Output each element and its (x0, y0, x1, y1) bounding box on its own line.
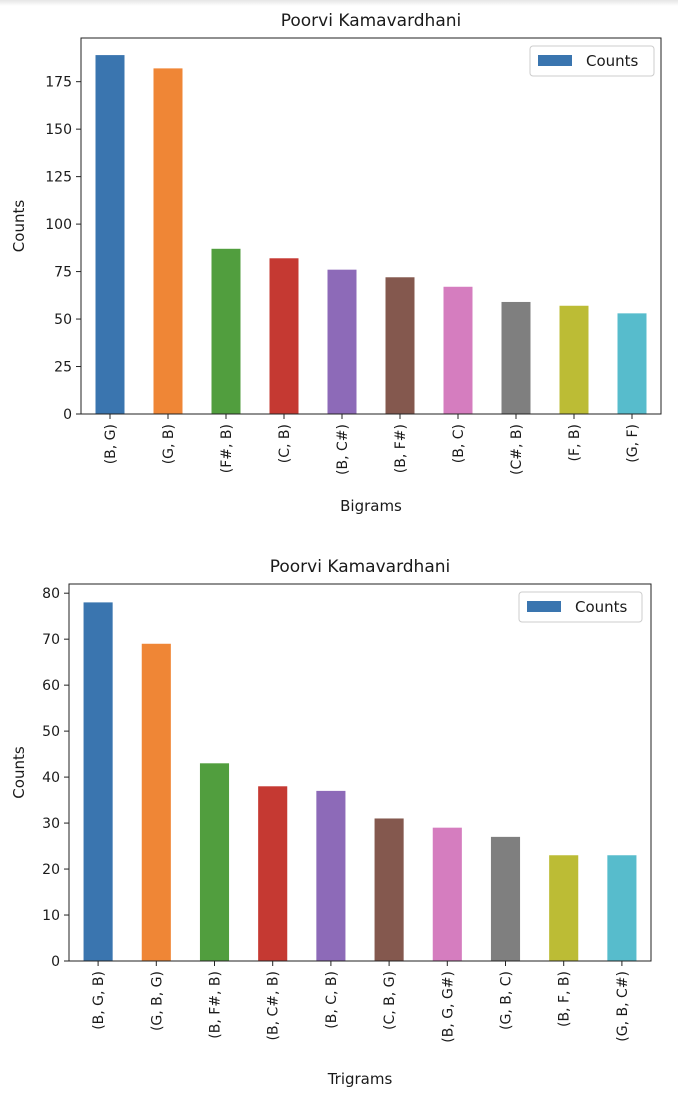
x-tick-label: (F, B) (567, 424, 583, 461)
legend: Counts (529, 45, 655, 77)
legend-label: Counts (575, 598, 628, 616)
bar-10 (617, 313, 647, 414)
y-tick-label: 50 (54, 312, 72, 328)
y-tick-label: 0 (63, 407, 72, 423)
y-tick-label: 70 (42, 632, 60, 648)
x-axis-label: Bigrams (340, 497, 402, 515)
y-tick-label: 50 (42, 724, 60, 740)
x-tick-label: (B, C) (451, 424, 467, 463)
chart-2: Poorvi Kamavardhani 0 10 20 30 40 50 60 70 80 (B, … (10, 557, 652, 1088)
x-tick-label: (B, G) (103, 424, 119, 464)
y-axis-label: Counts (10, 746, 28, 799)
y-tick-label: 75 (54, 265, 72, 281)
x-tick-label: (C#, B) (509, 424, 525, 475)
x-tick-label: (G, B, C) (499, 971, 515, 1030)
bar-4 (258, 786, 288, 961)
bar-3 (211, 248, 241, 414)
bar-7 (432, 827, 462, 961)
x-tick-label: (B, F#) (393, 424, 409, 473)
plot-frame (68, 583, 652, 962)
legend: Counts (518, 591, 643, 623)
chart-title: Poorvi Kamavardhani (281, 11, 462, 31)
bar-2 (153, 68, 183, 414)
x-axis-label: Trigrams (327, 1070, 393, 1088)
y-tick-label: 20 (42, 862, 60, 878)
bar-8 (501, 301, 531, 414)
y-tick-label: 100 (45, 217, 72, 233)
bar-1 (83, 602, 113, 961)
plot-frame (80, 37, 662, 415)
x-tick-label: (B, G, G#) (440, 971, 456, 1043)
chart-title: Poorvi Kamavardhani (270, 557, 451, 577)
y-tick-label: 60 (42, 678, 60, 694)
legend-swatch (527, 601, 561, 612)
bar-4 (269, 258, 299, 414)
bar-5 (327, 269, 357, 414)
x-tick-label: (B, G, B) (91, 971, 107, 1030)
chart-1: Poorvi Kamavardhani 0 25 50 75 100 125 150 175 (B… (10, 11, 662, 515)
x-tick-label: (C, B) (277, 424, 293, 463)
y-tick-label: 0 (51, 954, 60, 970)
bar-3 (199, 763, 230, 961)
bar-5 (316, 790, 346, 961)
x-tick-label: (C, B, G) (382, 971, 398, 1030)
legend-swatch (538, 55, 572, 66)
legend-label: Counts (586, 52, 639, 70)
y-tick-label: 80 (42, 586, 60, 602)
y-axis-label: Counts (10, 200, 28, 253)
y-tick-label: 30 (42, 816, 60, 832)
bar-6 (385, 277, 415, 414)
x-tick-label: (B, F, B) (557, 971, 573, 1027)
x-tick-label: (B, C#) (335, 424, 351, 475)
x-tick-label: (G, F) (625, 424, 641, 463)
bar-9 (559, 305, 589, 414)
x-tick-label: (B, C#, B) (266, 971, 282, 1040)
y-tick-label: 25 (54, 360, 72, 376)
window-top-shade (0, 0, 678, 6)
x-tick-label: (G, B) (161, 424, 177, 464)
bar-7 (443, 286, 473, 414)
bar-1 (95, 55, 125, 414)
x-tick-label: (G, B, G) (149, 971, 165, 1031)
y-tick-label: 175 (45, 75, 72, 91)
x-tick-label: (G, B, C#) (615, 971, 631, 1042)
y-tick-label: 10 (42, 908, 60, 924)
bar-2 (141, 643, 171, 961)
bar-10 (607, 855, 637, 961)
y-tick-label: 125 (45, 170, 72, 186)
x-tick-label: (B, C, B) (324, 971, 340, 1029)
bar-6 (374, 818, 404, 961)
x-tick-label: (B, F#, B) (208, 971, 224, 1039)
bar-8 (490, 836, 521, 961)
x-tick-label: (F#, B) (219, 424, 235, 473)
y-tick-label: 150 (45, 122, 72, 138)
bar-9 (549, 855, 579, 961)
y-tick-label: 40 (42, 770, 60, 786)
legend-box (529, 45, 655, 77)
legend-box (518, 591, 643, 623)
